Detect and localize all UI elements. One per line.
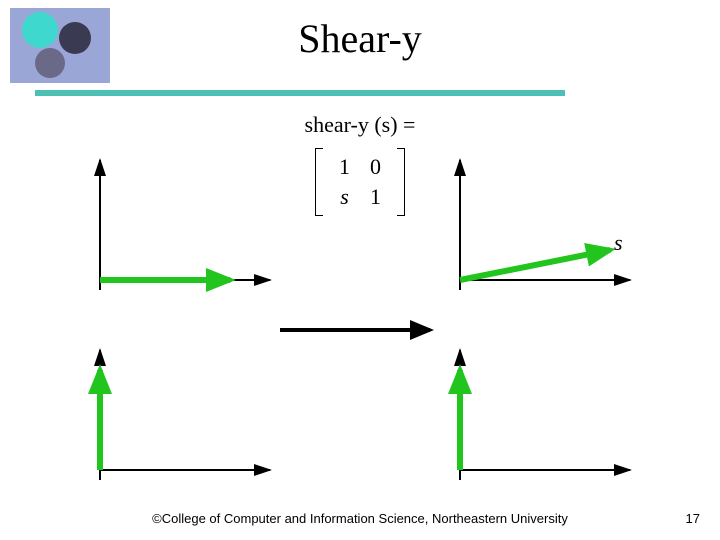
page-number: 17 (686, 511, 700, 526)
diagram-canvas (0, 0, 720, 540)
top-right-vector (460, 250, 610, 280)
shear-s-label: s (614, 230, 623, 256)
footer-copyright: ©College of Computer and Information Sci… (0, 511, 720, 526)
